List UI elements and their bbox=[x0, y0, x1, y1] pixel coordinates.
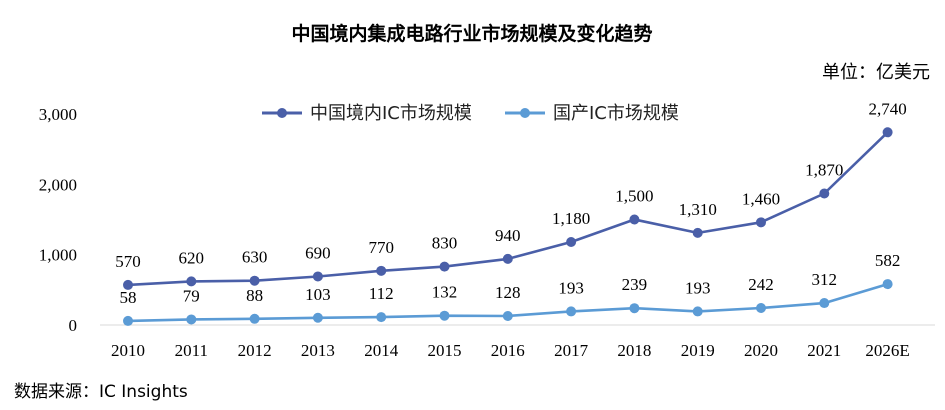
data-label-series-1: 770 bbox=[368, 238, 394, 257]
data-point-series-2 bbox=[566, 306, 577, 317]
data-label-series-2: 58 bbox=[120, 288, 137, 307]
data-label-series-1: 1,500 bbox=[615, 187, 653, 206]
data-point-series-2 bbox=[502, 310, 513, 321]
data-point-series-1 bbox=[123, 279, 133, 290]
legend: 中国境内IC市场规模 国产IC市场规模 bbox=[262, 103, 679, 124]
y-tick-label: 2,000 bbox=[39, 175, 77, 194]
data-label-series-1: 690 bbox=[305, 243, 331, 262]
data-point-series-1 bbox=[882, 127, 893, 138]
data-point-series-1 bbox=[249, 275, 260, 286]
legend-marker-series-2 bbox=[520, 108, 530, 118]
y-tick-label: 3,000 bbox=[39, 105, 77, 124]
x-tick-label: 2020 bbox=[744, 341, 778, 360]
data-label-series-2: 128 bbox=[495, 283, 521, 302]
data-label-series-2: 79 bbox=[183, 286, 200, 305]
data-label-series-2: 312 bbox=[812, 270, 838, 289]
data-label-series-1: 1,460 bbox=[742, 189, 780, 208]
source-note: 数据来源：IC Insights bbox=[14, 382, 188, 402]
data-point-series-2 bbox=[186, 314, 197, 325]
data-point-series-1 bbox=[629, 214, 640, 225]
x-tick-label: 2011 bbox=[175, 341, 208, 360]
data-point-series-1 bbox=[566, 237, 577, 248]
x-tick-label: 2015 bbox=[428, 341, 462, 360]
y-axis: 0 1,000 2,000 3,000 bbox=[39, 105, 77, 335]
data-label-series-2: 112 bbox=[369, 284, 394, 303]
unit-label: 单位：亿美元 bbox=[822, 62, 930, 83]
x-tick-label: 2016 bbox=[491, 341, 525, 360]
data-point-series-1 bbox=[756, 217, 766, 228]
x-tick-label: 2012 bbox=[238, 341, 272, 360]
data-label-series-2: 88 bbox=[246, 286, 263, 305]
data-label-series-2: 132 bbox=[432, 283, 458, 302]
data-point-series-1 bbox=[312, 271, 323, 282]
data-label-series-1: 2,740 bbox=[868, 99, 906, 118]
legend-label-series-2: 国产IC市场规模 bbox=[553, 103, 679, 124]
data-label-layer: 570 620 630 690 770 830 940 1,180 1,500 1,310 1,46… bbox=[115, 99, 906, 307]
x-tick-label: 2019 bbox=[681, 341, 715, 360]
chart-title: 中国境内集成电路行业市场规模及变化趋势 bbox=[291, 22, 652, 45]
data-point-series-2 bbox=[756, 302, 766, 313]
data-label-series-2: 239 bbox=[622, 275, 648, 294]
x-tick-label: 2013 bbox=[301, 341, 335, 360]
data-point-series-2 bbox=[249, 313, 260, 324]
data-label-series-1: 1,310 bbox=[679, 200, 717, 219]
data-point-series-1 bbox=[502, 253, 513, 264]
data-label-series-2: 103 bbox=[305, 285, 331, 304]
data-point-series-2 bbox=[123, 315, 133, 326]
y-tick-label: 1,000 bbox=[39, 246, 77, 265]
x-tick-label: 2014 bbox=[364, 341, 399, 360]
data-point-series-1 bbox=[376, 265, 387, 276]
data-label-series-2: 193 bbox=[558, 278, 584, 297]
data-point-series-1 bbox=[692, 227, 703, 238]
data-label-series-2: 582 bbox=[875, 251, 901, 270]
series-layer bbox=[123, 127, 893, 326]
data-point-series-2 bbox=[629, 303, 640, 314]
data-point-series-2 bbox=[439, 310, 450, 321]
x-tick-label: 2018 bbox=[617, 341, 651, 360]
x-tick-label: 2010 bbox=[111, 341, 145, 360]
data-point-series-1 bbox=[186, 276, 197, 287]
data-point-series-1 bbox=[819, 188, 830, 199]
y-tick-label: 0 bbox=[69, 316, 78, 335]
data-label-series-1: 830 bbox=[432, 234, 458, 253]
data-label-series-1: 630 bbox=[242, 248, 268, 267]
data-point-series-1 bbox=[439, 261, 450, 272]
data-label-series-2: 242 bbox=[748, 275, 774, 294]
x-tick-label: 2017 bbox=[554, 341, 589, 360]
x-tick-label: 2021 bbox=[807, 341, 841, 360]
data-label-series-1: 940 bbox=[495, 226, 521, 245]
legend-label-series-1: 中国境内IC市场规模 bbox=[310, 103, 472, 124]
data-label-series-1: 1,870 bbox=[805, 160, 843, 179]
data-label-series-2: 193 bbox=[685, 278, 711, 297]
data-point-series-2 bbox=[882, 279, 893, 290]
data-point-series-2 bbox=[819, 298, 830, 309]
data-label-series-1: 620 bbox=[179, 248, 205, 267]
data-label-series-1: 1,180 bbox=[552, 209, 590, 228]
x-axis: 2010 2011 2012 2013 2014 2015 2016 2017 2018 2019… bbox=[100, 324, 935, 360]
data-point-series-2 bbox=[312, 312, 323, 323]
data-label-series-1: 570 bbox=[115, 252, 141, 271]
data-point-series-2 bbox=[376, 312, 387, 323]
x-tick-label: 2026E bbox=[865, 341, 909, 360]
data-point-series-2 bbox=[692, 306, 703, 317]
legend-marker-series-1 bbox=[277, 108, 287, 118]
